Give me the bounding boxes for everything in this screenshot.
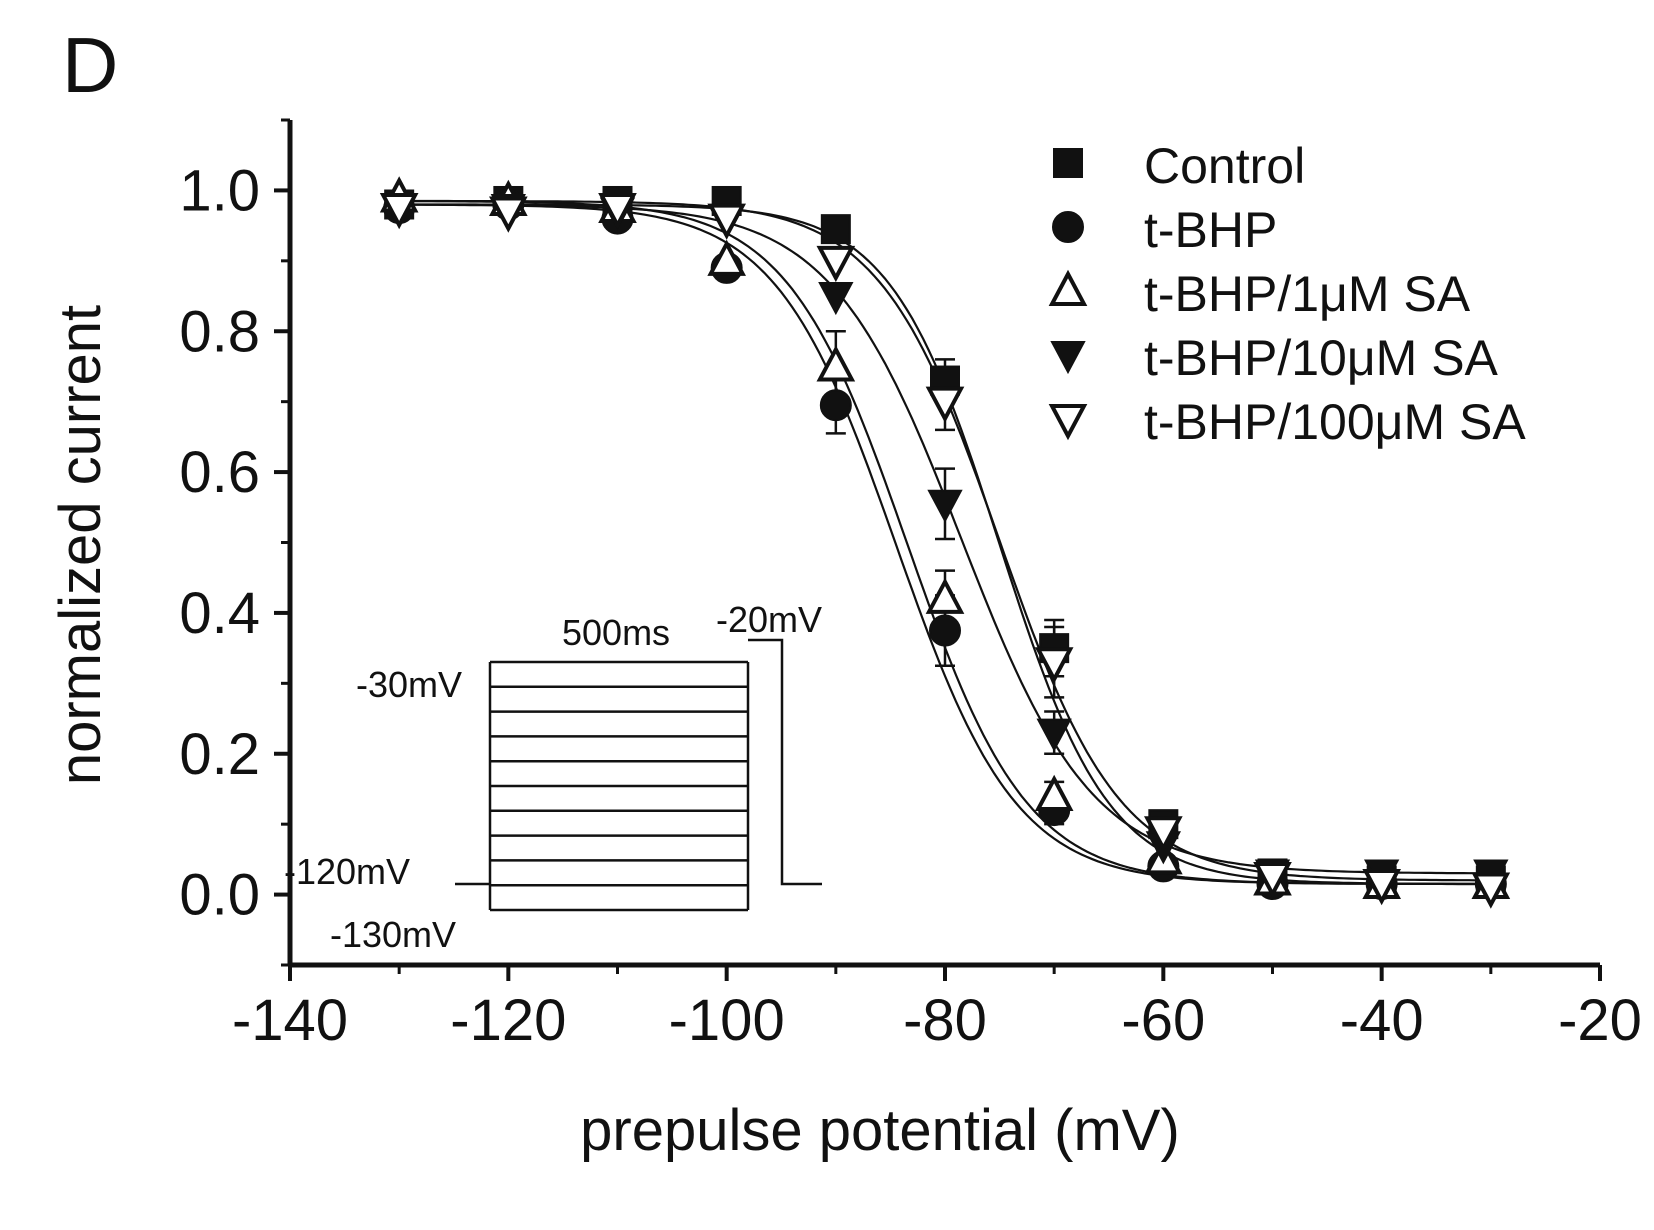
data-point — [816, 345, 856, 382]
inset-test-pulse-label: -20mV — [716, 599, 822, 640]
y-tick-label: 0.8 — [179, 299, 260, 364]
inset-test-pulse — [748, 638, 822, 886]
data-point — [1144, 816, 1183, 853]
data-point — [1253, 861, 1292, 899]
legend-label: t-BHP/100μM SA — [1144, 394, 1526, 450]
inset-bottom-label: -130mV — [330, 914, 456, 955]
data-point — [1034, 774, 1074, 811]
legend-label: t-BHP/10μM SA — [1144, 330, 1499, 386]
data-point — [925, 386, 965, 423]
x-tick-label: -20 — [1558, 988, 1642, 1053]
panel-label: D — [62, 21, 118, 109]
series-triangle-down-open — [379, 193, 1511, 909]
data-point — [1471, 872, 1511, 909]
legend-marker — [1052, 211, 1084, 243]
axes: -140 -120 -100 -80 -60 -40 -20 0.0 0.2 0.4 0.6 0.8 1… — [179, 118, 1642, 1053]
x-tick-label: -100 — [669, 988, 785, 1053]
y-tick-label: 0.4 — [179, 581, 260, 646]
inset-protocol-trace — [455, 638, 822, 912]
x-tick-label: -60 — [1121, 988, 1205, 1053]
legend: Control t-BHP t-BHP/1μM SA t-BHP/10μM SA t-B… — [1048, 138, 1526, 450]
y-tick-label: 0.2 — [179, 722, 260, 787]
inset-holding-label: -120mV — [284, 851, 410, 892]
data-markers — [379, 176, 1511, 909]
data-point — [818, 282, 854, 316]
protocol-inset: 500ms -20mV -30mV -120mV -130mV — [284, 599, 822, 955]
inset-top-label: -30mV — [356, 664, 462, 705]
legend-marker — [1053, 148, 1083, 178]
legend-marker — [1048, 404, 1088, 441]
inset-duration-label: 500ms — [562, 612, 670, 653]
data-point — [927, 489, 963, 523]
y-axis-label: normalized current — [48, 305, 113, 785]
data-point — [816, 245, 856, 283]
y-tick-label: 0.0 — [179, 863, 260, 928]
data-point — [1034, 647, 1074, 684]
x-tick-label: -140 — [232, 988, 348, 1053]
x-tick-label: -40 — [1340, 988, 1424, 1053]
data-point — [1362, 869, 1401, 906]
data-point — [925, 577, 965, 614]
data-point — [707, 239, 747, 276]
y-tick-label: 1.0 — [179, 158, 260, 223]
legend-label: t-BHP/1μM SA — [1144, 266, 1471, 322]
legend-label: Control — [1144, 138, 1305, 194]
data-point — [819, 389, 852, 422]
legend-marker — [1048, 269, 1088, 306]
x-tick-label: -80 — [903, 988, 987, 1053]
data-point — [489, 196, 528, 233]
data-point — [820, 214, 851, 245]
legend-label: t-BHP — [1144, 202, 1277, 258]
x-axis-label: prepulse potential (mV) — [580, 1098, 1180, 1163]
data-point — [598, 193, 637, 230]
data-point — [707, 203, 747, 240]
x-tick-label: -120 — [450, 988, 566, 1053]
legend-marker — [1050, 341, 1086, 375]
data-point — [1036, 718, 1072, 752]
data-point — [379, 193, 419, 230]
y-tick-label: 0.6 — [179, 440, 260, 505]
data-point — [929, 614, 961, 647]
